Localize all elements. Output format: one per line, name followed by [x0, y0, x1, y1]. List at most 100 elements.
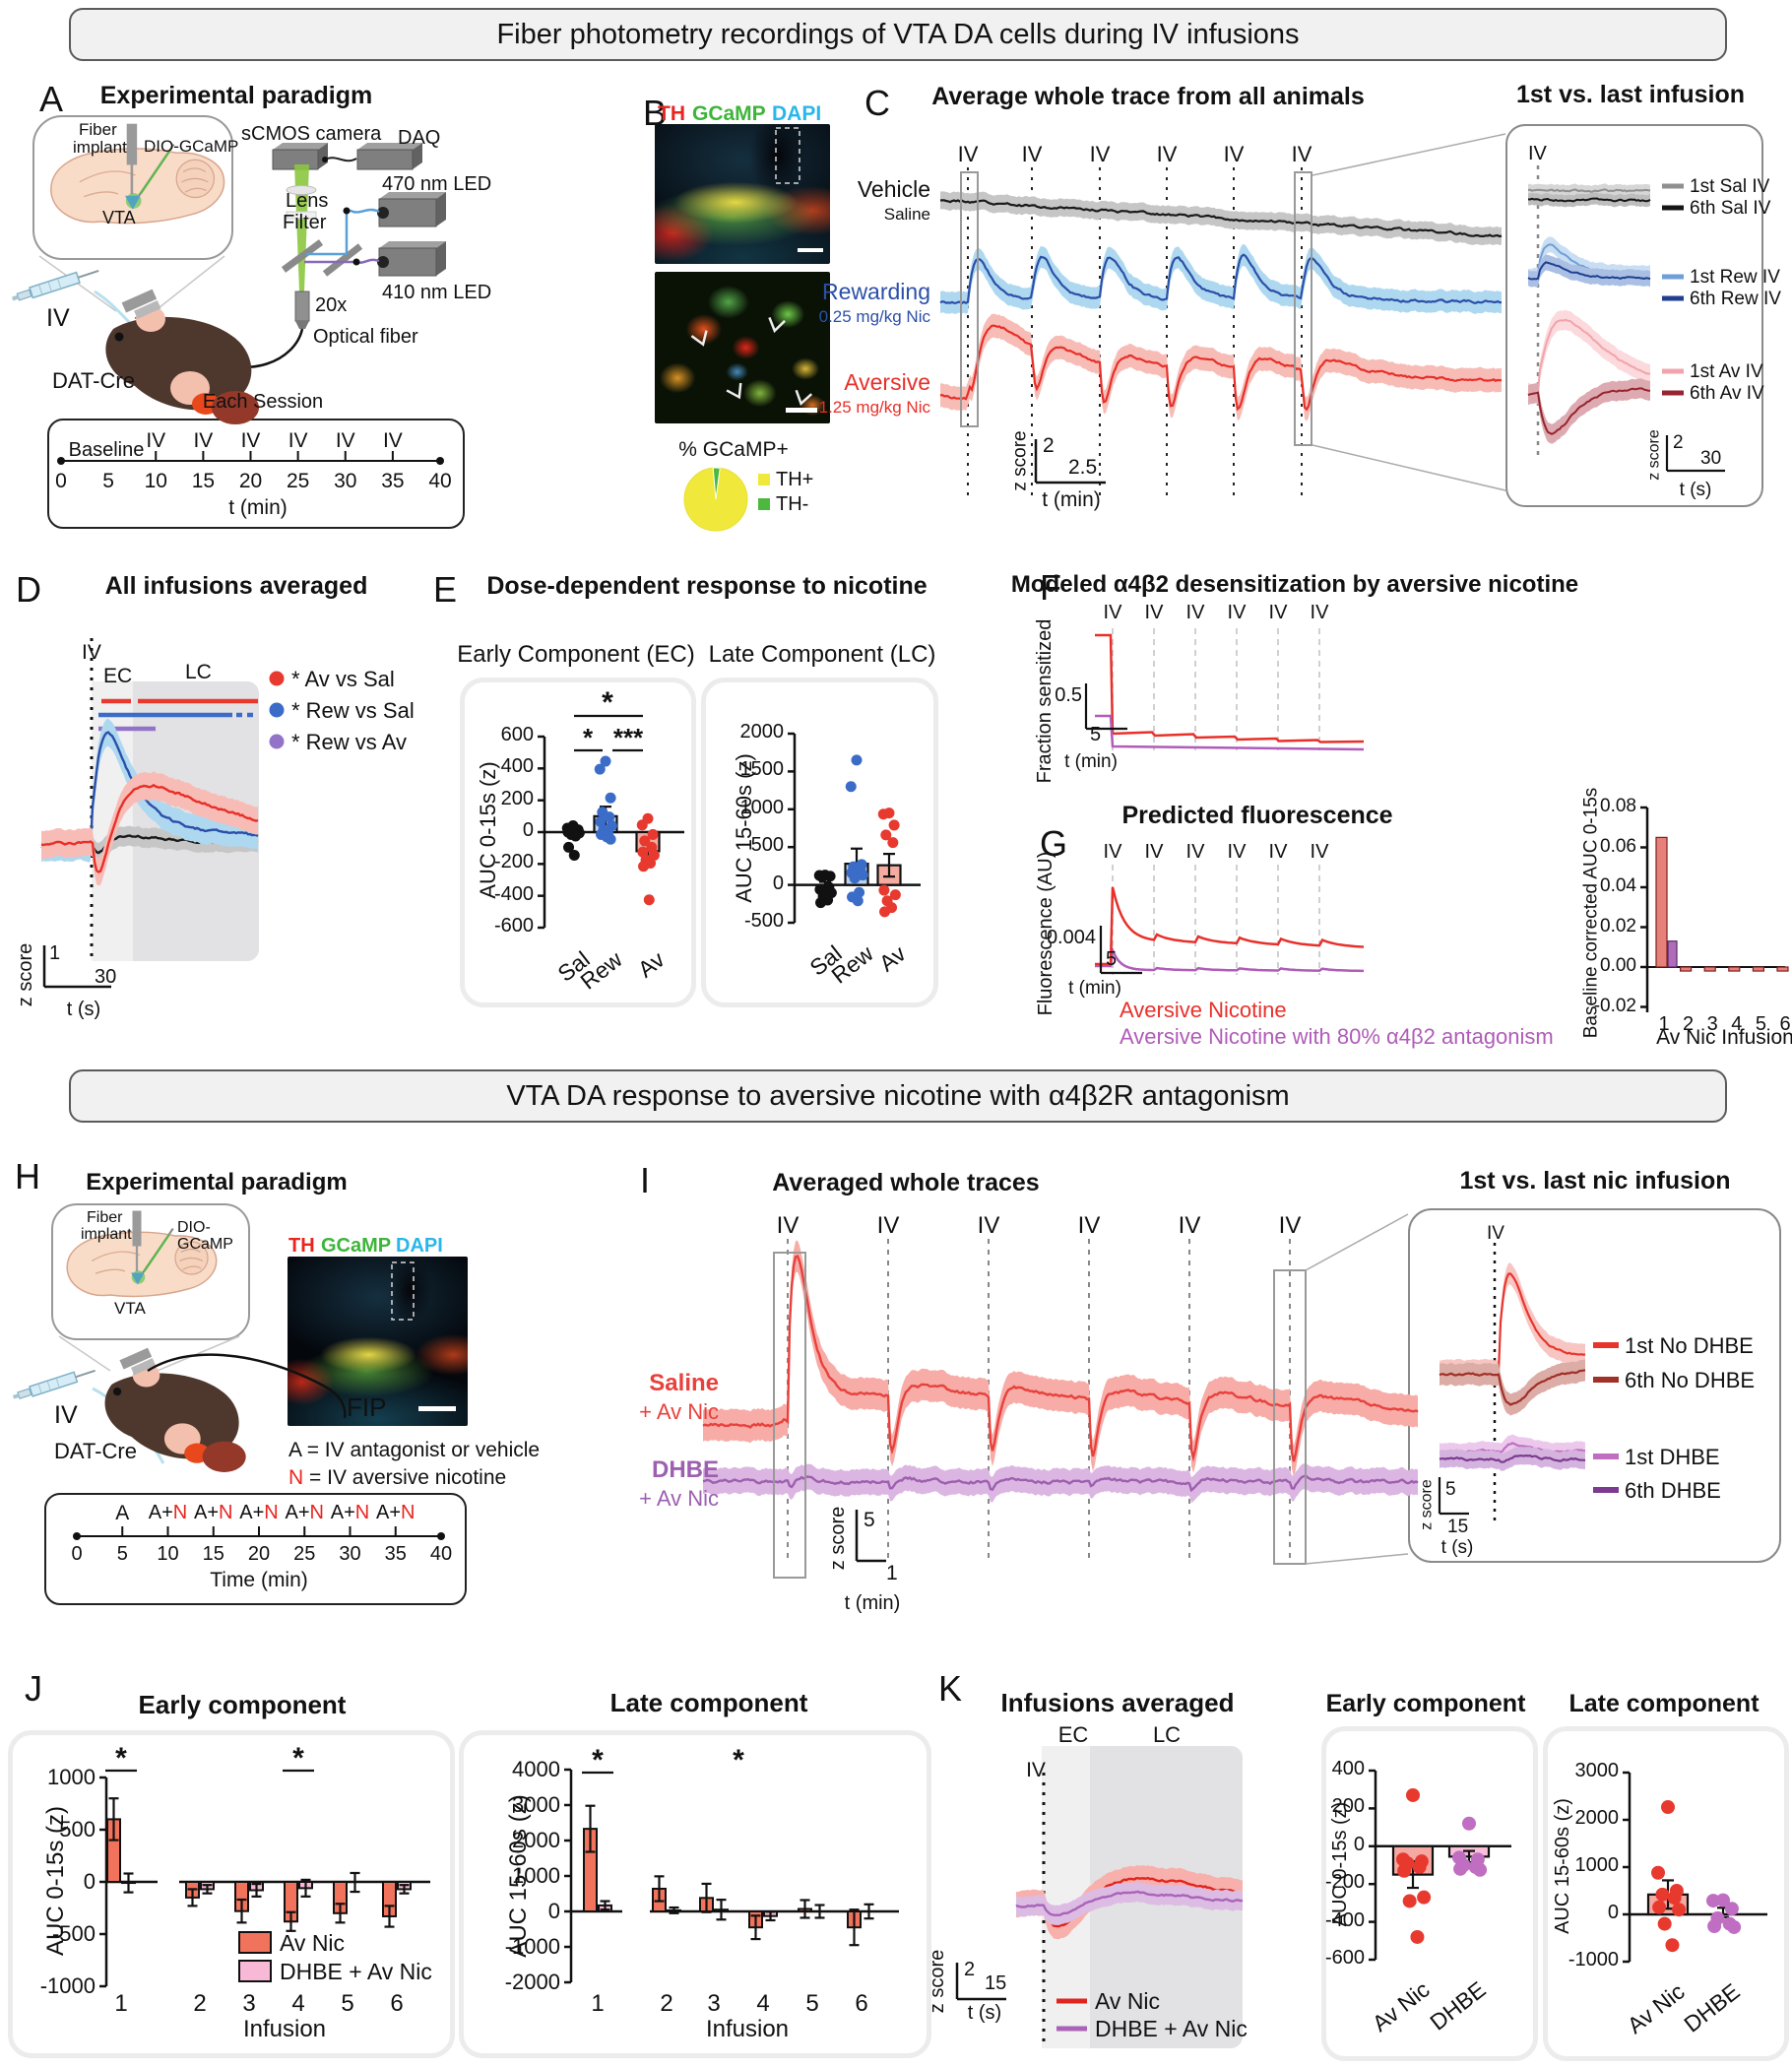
panel-d-ec-label: EC [103, 665, 133, 687]
timeline-a-tick: 35 [381, 470, 405, 492]
trace-d-rew-band [41, 718, 258, 863]
inset-connector-c-top [1312, 133, 1506, 176]
scale-z-value-c: 2 [1043, 434, 1055, 457]
panel-letter-a: A [39, 79, 64, 119]
timeline-h-tick: 20 [247, 1543, 271, 1565]
lens-label: Lens [286, 190, 329, 212]
pie-slice-th-neg [712, 467, 721, 500]
iv-label-i: IV [977, 1212, 1000, 1239]
K_EC-tick-label: -400 [1324, 1908, 1365, 1931]
inset-c-scale-tlabel: t (s) [1679, 480, 1712, 500]
K_EC-tick-label: 200 [1331, 1795, 1365, 1818]
K_LC-tick-label: -1000 [1568, 1949, 1619, 1971]
timeline-a-tick: 15 [191, 470, 216, 492]
k-scale-t: 15 [985, 1972, 1007, 1994]
iv-label-c: IV [1021, 142, 1043, 166]
E_EC-tick-label: -600 [493, 915, 534, 937]
J_EC-x-number: 5 [341, 1990, 354, 2017]
mouse-h-connector [130, 1358, 157, 1376]
panel-letter-i: I [640, 1160, 651, 1200]
g-bars-tick-label: 0.04 [1600, 875, 1636, 896]
trace-sublabel-saline: Saline [883, 205, 930, 224]
panel-d-lc-label: LC [185, 661, 212, 683]
ec-shade-d [92, 681, 133, 961]
last-infusion-rect-i [1273, 1269, 1307, 1565]
J_EC-x-number: 4 [291, 1990, 305, 2017]
panel-g-inset-xlabel: Av Nic Infusion [1656, 1026, 1792, 1049]
iv-label-g: IV [1227, 841, 1247, 863]
h-stain-th: TH [288, 1235, 315, 1257]
iv-syringe-a [38, 285, 43, 294]
led-410-icon-side [436, 241, 446, 276]
daq-icon-front [356, 149, 414, 170]
trace-sublabel-av-dose: 1.25 mg/kg Nic [818, 398, 930, 417]
inset-connector-i-top [1305, 1213, 1409, 1271]
objective-20x-label: 20x [315, 294, 348, 316]
vta-label: VTA [102, 208, 136, 227]
g-bars-x-label: 6 [1779, 1013, 1791, 1035]
iv-label-i: IV [1178, 1212, 1201, 1239]
timeline-h-an-label: A+N [148, 1502, 188, 1523]
h-key-nicotine: N = IV aversive nicotine [288, 1466, 507, 1489]
scale-tlabel-c: t (min) [1042, 488, 1101, 511]
g-bars-x-label: 1 [1658, 1013, 1670, 1035]
K_EC-tick-label: 400 [1331, 1758, 1365, 1779]
K_LC-tick-label: 2000 [1574, 1807, 1620, 1829]
panel-k-iv-label: IV [1026, 1759, 1046, 1781]
zoom-line-a1 [38, 255, 117, 312]
g-bars-tick-label: 0.06 [1600, 835, 1636, 857]
pie-legend-swatch [758, 498, 770, 510]
E_EC-sig-star-1: * [582, 723, 594, 752]
stain-dapi-label: DAPI [772, 102, 822, 125]
J_EC-x-number: 3 [242, 1990, 256, 2017]
trace-g-aversive [1095, 886, 1365, 966]
timeline-a-tick: 5 [102, 470, 114, 492]
timeline-a-iv-label: IV [240, 429, 261, 452]
lc-shade-d [92, 681, 259, 961]
inset-c-legend-label: 6th Rew IV [1690, 289, 1781, 309]
panel-h-vta-section-image [288, 1257, 468, 1426]
trace-d-sal-band [41, 825, 258, 863]
fiber-connector-1 [343, 207, 351, 215]
iv-syringe-h [55, 1378, 60, 1388]
K_LC-tick-label: 3000 [1574, 1760, 1620, 1781]
K_LC-tick-label: 1000 [1574, 1854, 1620, 1876]
objective-tip [295, 321, 309, 329]
panel-j-ec-title: Early component [138, 1690, 347, 1719]
timeline-h-tick: 0 [71, 1543, 83, 1565]
legend-label-d: * Rew vs Av [291, 730, 407, 754]
panel-h-title: Experimental paradigm [86, 1169, 348, 1196]
panel-letter-c: C [864, 83, 890, 123]
iv-syringe-h [37, 1384, 42, 1393]
iv-label-i: IV [876, 1212, 900, 1239]
timeline-h-tick: 25 [293, 1543, 316, 1565]
stain-th-label: TH [658, 102, 685, 125]
led-410-lens [377, 256, 389, 268]
g-bars-tick-label: 0.08 [1600, 796, 1636, 816]
zoom-line-a2 [149, 255, 225, 316]
inset-c-legend-label: 1st Av IV [1690, 361, 1763, 382]
trace-sublabel-rew-dose: 0.25 mg/kg Nic [818, 307, 930, 326]
mouse-h-haunch [163, 1423, 201, 1454]
inset-i-legend-label: 6th DHBE [1625, 1478, 1721, 1503]
g-bars-x-label: 5 [1755, 1013, 1766, 1035]
g-bar-avnic-2 [1679, 966, 1693, 972]
iv-syringe-h [46, 1381, 51, 1390]
g-bar-avnic-5 [1752, 966, 1765, 972]
J_LC-tick-label: 0 [547, 1899, 560, 1923]
panel-a-title: Experimental paradigm [99, 82, 373, 109]
panel-h-timeline-box [44, 1493, 467, 1605]
i-inset-iv: IV [1487, 1223, 1504, 1244]
iv-syringe-a [29, 271, 81, 299]
iv-label-g: IV [1310, 841, 1329, 863]
iv-syringe-a [57, 279, 62, 289]
J_EC-sig-star: * [292, 1742, 304, 1775]
legend-dot-d [269, 734, 285, 749]
fiber-implant-label-2: implant [73, 138, 127, 157]
iv-syringe-h [17, 1388, 32, 1399]
panel-letter-j: J [25, 1668, 42, 1709]
ec-shade-k [1042, 1746, 1090, 2048]
timeline-h-tick: 35 [384, 1543, 407, 1565]
i-scale-tlabel: t (min) [844, 1592, 901, 1614]
J_EC-x-number: 6 [390, 1990, 404, 2017]
